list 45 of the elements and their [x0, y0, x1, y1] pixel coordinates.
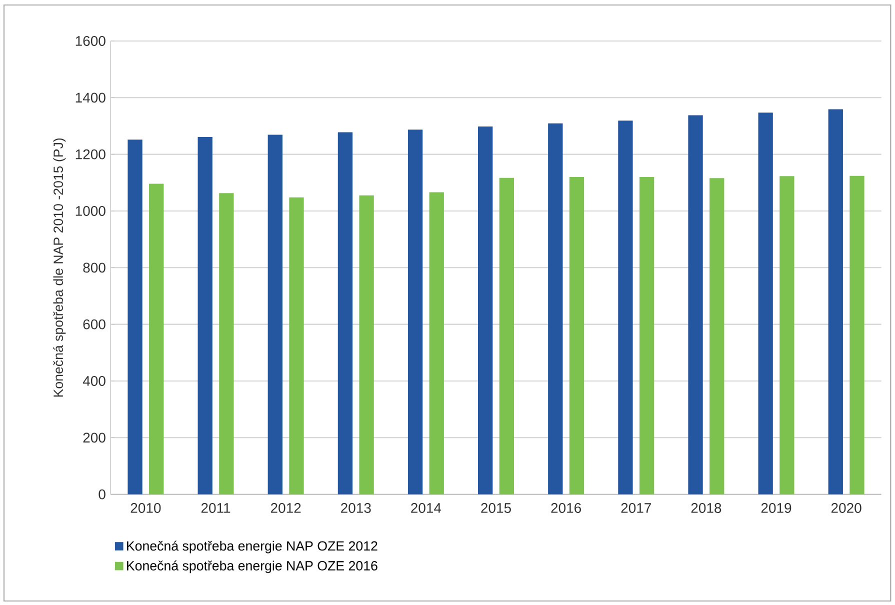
- bar: [850, 176, 864, 494]
- bar: [128, 140, 142, 494]
- bar: [268, 134, 282, 494]
- y-tick-label: 0: [98, 489, 106, 500]
- bar: [429, 192, 444, 494]
- x-tick-label: 2013: [341, 503, 371, 513]
- bar: [618, 120, 633, 494]
- bar: [198, 137, 212, 494]
- bar: [219, 193, 234, 494]
- bar: [359, 195, 374, 494]
- legend-label: Konečná spotřeba energie NAP OZE 2016: [127, 560, 378, 574]
- y-tick-label: 600: [83, 319, 106, 330]
- bar: [710, 178, 724, 494]
- bar: [639, 176, 654, 494]
- x-tick-label: 2011: [201, 503, 230, 513]
- bar: [780, 176, 794, 494]
- x-tick-label: 2016: [551, 503, 582, 513]
- bar: [289, 197, 304, 494]
- x-tick-label: 2018: [691, 503, 722, 513]
- x-tick-label: 2017: [621, 503, 651, 513]
- x-tick-label: 2020: [831, 503, 862, 513]
- x-tick-label: 2014: [411, 503, 442, 513]
- y-tick-label: 1600: [76, 36, 106, 46]
- bar: [758, 112, 773, 494]
- x-tick-label: 2012: [270, 503, 301, 513]
- y-axis-title: Konečná spotřeba dle NAP 2010 -2015 (PJ): [53, 138, 66, 397]
- y-tick-label: 200: [83, 432, 106, 443]
- bar: [499, 178, 514, 494]
- bar: [338, 132, 353, 494]
- bar: [149, 184, 164, 494]
- bar: [828, 109, 843, 494]
- x-tick-label: 2019: [761, 503, 792, 513]
- y-tick-label: 1200: [76, 149, 106, 160]
- bar: [478, 126, 493, 494]
- y-tick-label: 800: [83, 262, 106, 273]
- x-tick-label: 2010: [130, 503, 161, 513]
- y-tick-label: 400: [82, 376, 106, 386]
- legend-label: Konečná spotřeba energie NAP OZE 2012: [127, 540, 378, 554]
- bar: [408, 130, 423, 494]
- bar: [688, 115, 703, 494]
- bar: [548, 123, 563, 494]
- y-tick-label: 1400: [76, 92, 106, 103]
- y-tick-label: 1000: [76, 206, 106, 216]
- bar: [569, 176, 584, 494]
- x-tick-label: 2015: [481, 503, 511, 513]
